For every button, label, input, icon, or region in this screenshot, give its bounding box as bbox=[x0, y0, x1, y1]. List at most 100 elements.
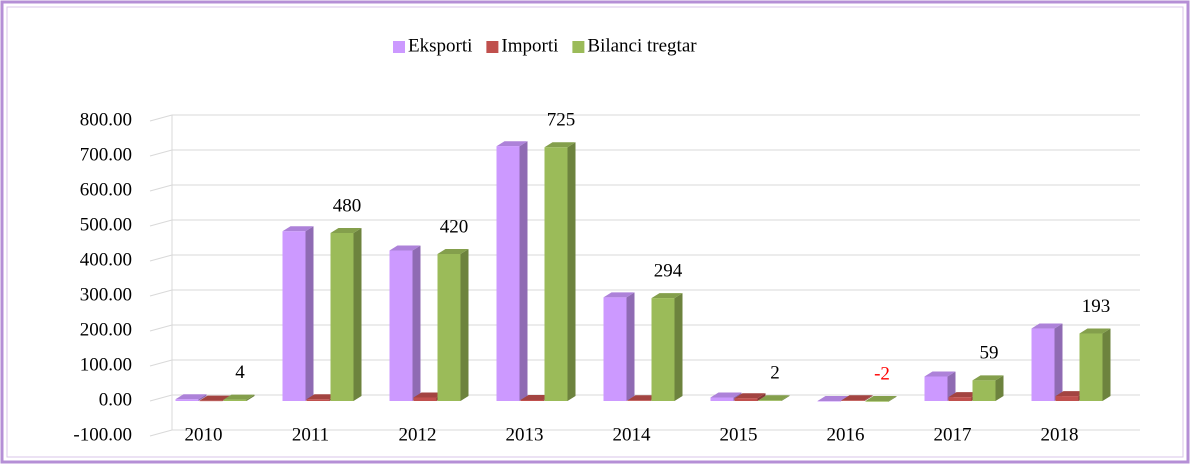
bar-top bbox=[413, 392, 445, 398]
bar bbox=[544, 147, 568, 401]
grid-depth bbox=[149, 394, 173, 402]
bar bbox=[330, 233, 354, 401]
bar-side bbox=[246, 394, 255, 401]
bar-side bbox=[864, 395, 873, 401]
bar-side bbox=[757, 393, 766, 401]
bar-side bbox=[412, 245, 421, 401]
bar bbox=[520, 399, 544, 401]
grid-depth bbox=[149, 114, 173, 122]
bar bbox=[710, 397, 734, 401]
bar-top bbox=[175, 394, 207, 400]
y-tick-label: 500.00 bbox=[80, 214, 132, 235]
x-tick-label: 2014 bbox=[613, 424, 652, 445]
legend-label: Eksporti bbox=[408, 35, 472, 56]
data-label: 420 bbox=[440, 216, 469, 237]
bar-top bbox=[496, 141, 528, 147]
bar-top bbox=[282, 226, 314, 232]
bar-side bbox=[519, 141, 528, 401]
bar bbox=[734, 398, 758, 401]
y-tick-label: 100.00 bbox=[80, 354, 132, 375]
data-label: 725 bbox=[547, 110, 576, 131]
data-label: 2 bbox=[770, 363, 780, 384]
bar-top bbox=[924, 371, 956, 377]
data-label: 193 bbox=[1082, 296, 1111, 317]
bar-top bbox=[330, 228, 362, 233]
grid-depth bbox=[149, 324, 173, 332]
bar-side bbox=[947, 371, 956, 401]
bar-top bbox=[306, 394, 338, 400]
bar-top bbox=[603, 292, 635, 298]
grid-depth bbox=[149, 219, 173, 227]
bar-side bbox=[198, 394, 207, 401]
bar-top bbox=[865, 396, 897, 401]
bar-top bbox=[437, 249, 469, 254]
bar-top bbox=[389, 245, 421, 251]
bar-side bbox=[995, 375, 1004, 401]
bar-top bbox=[199, 395, 231, 401]
bar-top bbox=[1079, 328, 1111, 334]
grid-depth bbox=[149, 184, 173, 192]
bar bbox=[627, 400, 651, 401]
bar bbox=[924, 376, 948, 401]
bar bbox=[282, 231, 306, 401]
bar-side bbox=[353, 228, 362, 401]
bar bbox=[175, 399, 199, 401]
bar bbox=[865, 401, 889, 402]
grid-depth bbox=[149, 254, 173, 262]
bar-top bbox=[1055, 391, 1087, 397]
legend-label: Importi bbox=[501, 35, 558, 56]
bar-top bbox=[734, 393, 766, 399]
bar bbox=[758, 400, 782, 401]
bar-top bbox=[948, 392, 980, 398]
grid-depth bbox=[149, 359, 173, 367]
x-tick-label: 2016 bbox=[827, 424, 865, 445]
y-tick-label: 400.00 bbox=[80, 249, 132, 270]
bar-side bbox=[674, 293, 683, 401]
bar-top bbox=[841, 395, 873, 401]
y-tick-label: 300.00 bbox=[80, 284, 132, 305]
grid-depth bbox=[149, 289, 173, 297]
bar bbox=[841, 400, 865, 401]
x-tick-label: 2013 bbox=[506, 424, 544, 445]
bar bbox=[948, 397, 972, 401]
bar-side bbox=[305, 226, 314, 401]
bar bbox=[817, 401, 841, 402]
bar bbox=[1079, 333, 1103, 401]
bar bbox=[437, 254, 461, 401]
bar-side bbox=[781, 395, 790, 401]
bar-side bbox=[1102, 328, 1111, 401]
bar bbox=[496, 146, 520, 401]
grid-depth bbox=[149, 149, 173, 157]
bar-top bbox=[758, 395, 790, 401]
y-tick-label: 800.00 bbox=[80, 109, 132, 130]
legend-swatch bbox=[393, 41, 405, 53]
bar bbox=[972, 380, 996, 401]
data-label: 59 bbox=[980, 343, 999, 364]
bar-top bbox=[710, 392, 742, 398]
data-label: 4 bbox=[235, 362, 245, 383]
bar bbox=[389, 250, 413, 401]
y-tick-label: 0.00 bbox=[99, 389, 132, 410]
legend-swatch bbox=[486, 41, 499, 53]
legend-swatch bbox=[572, 41, 585, 53]
bar-side bbox=[1054, 323, 1063, 401]
x-tick-label: 2015 bbox=[720, 424, 758, 445]
legend-label: Bilanci tregtar bbox=[587, 35, 697, 56]
bar-side bbox=[888, 396, 897, 402]
bar-top bbox=[1031, 323, 1063, 329]
bar-side bbox=[626, 292, 635, 401]
bar bbox=[603, 297, 627, 401]
x-tick-label: 2011 bbox=[292, 424, 329, 445]
bar-top bbox=[817, 396, 849, 401]
bar bbox=[651, 298, 675, 401]
bar-top bbox=[972, 375, 1004, 381]
bar bbox=[306, 399, 330, 401]
bar-top bbox=[223, 394, 255, 400]
x-tick-label: 2017 bbox=[934, 424, 972, 445]
bar-top bbox=[627, 395, 659, 401]
bar-top bbox=[651, 293, 683, 299]
bar bbox=[413, 397, 437, 401]
bar bbox=[1055, 396, 1079, 401]
bar-side bbox=[567, 142, 576, 401]
